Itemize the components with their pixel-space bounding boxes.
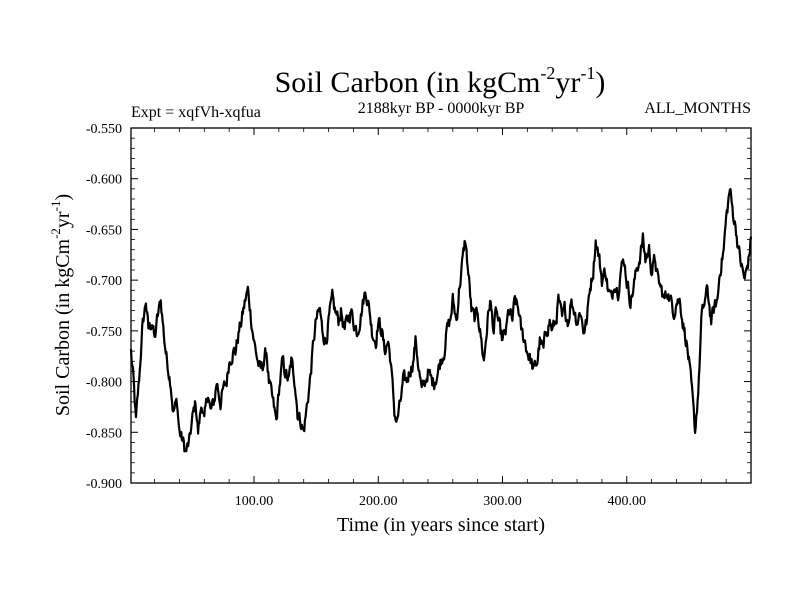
time-range-label: 2188kyr BP - 0000kyr BP [358,100,525,117]
y-tick-label: -0.700 [86,274,122,289]
plot-area [130,127,752,484]
y-tick-label: -0.900 [86,477,122,492]
experiment-label: Expt = xqfVh-xqfua [131,104,261,121]
y-axis-title: Soil Carbon (in kgCm-2yr-1) [48,194,74,416]
soil-carbon-series-line [129,188,753,453]
y-tick-label: -0.600 [86,173,122,188]
x-tick-label: 300.00 [483,494,522,509]
y-axis: -0.550 -0.600 -0.650 -0.700 -0.750 -0.800 -0.8… [86,122,751,492]
x-tick-label: 200.00 [359,494,398,509]
months-label: ALL_MONTHS [644,100,751,117]
x-axis: 100.00 200.00 300.00 400.00 [154,128,727,509]
x-tick-label: 100.00 [235,494,274,509]
y-tick-label: -0.550 [86,122,122,137]
chart-title: Soil Carbon (in kgCm-2yr-1) [275,63,606,99]
y-tick-label: -0.750 [86,325,122,340]
x-axis-title: Time (in years since start) [337,514,545,536]
x-tick-label: 400.00 [608,494,647,509]
y-tick-label: -0.650 [86,223,122,238]
y-tick-label: -0.800 [86,376,122,391]
y-tick-label: -0.850 [86,426,122,441]
